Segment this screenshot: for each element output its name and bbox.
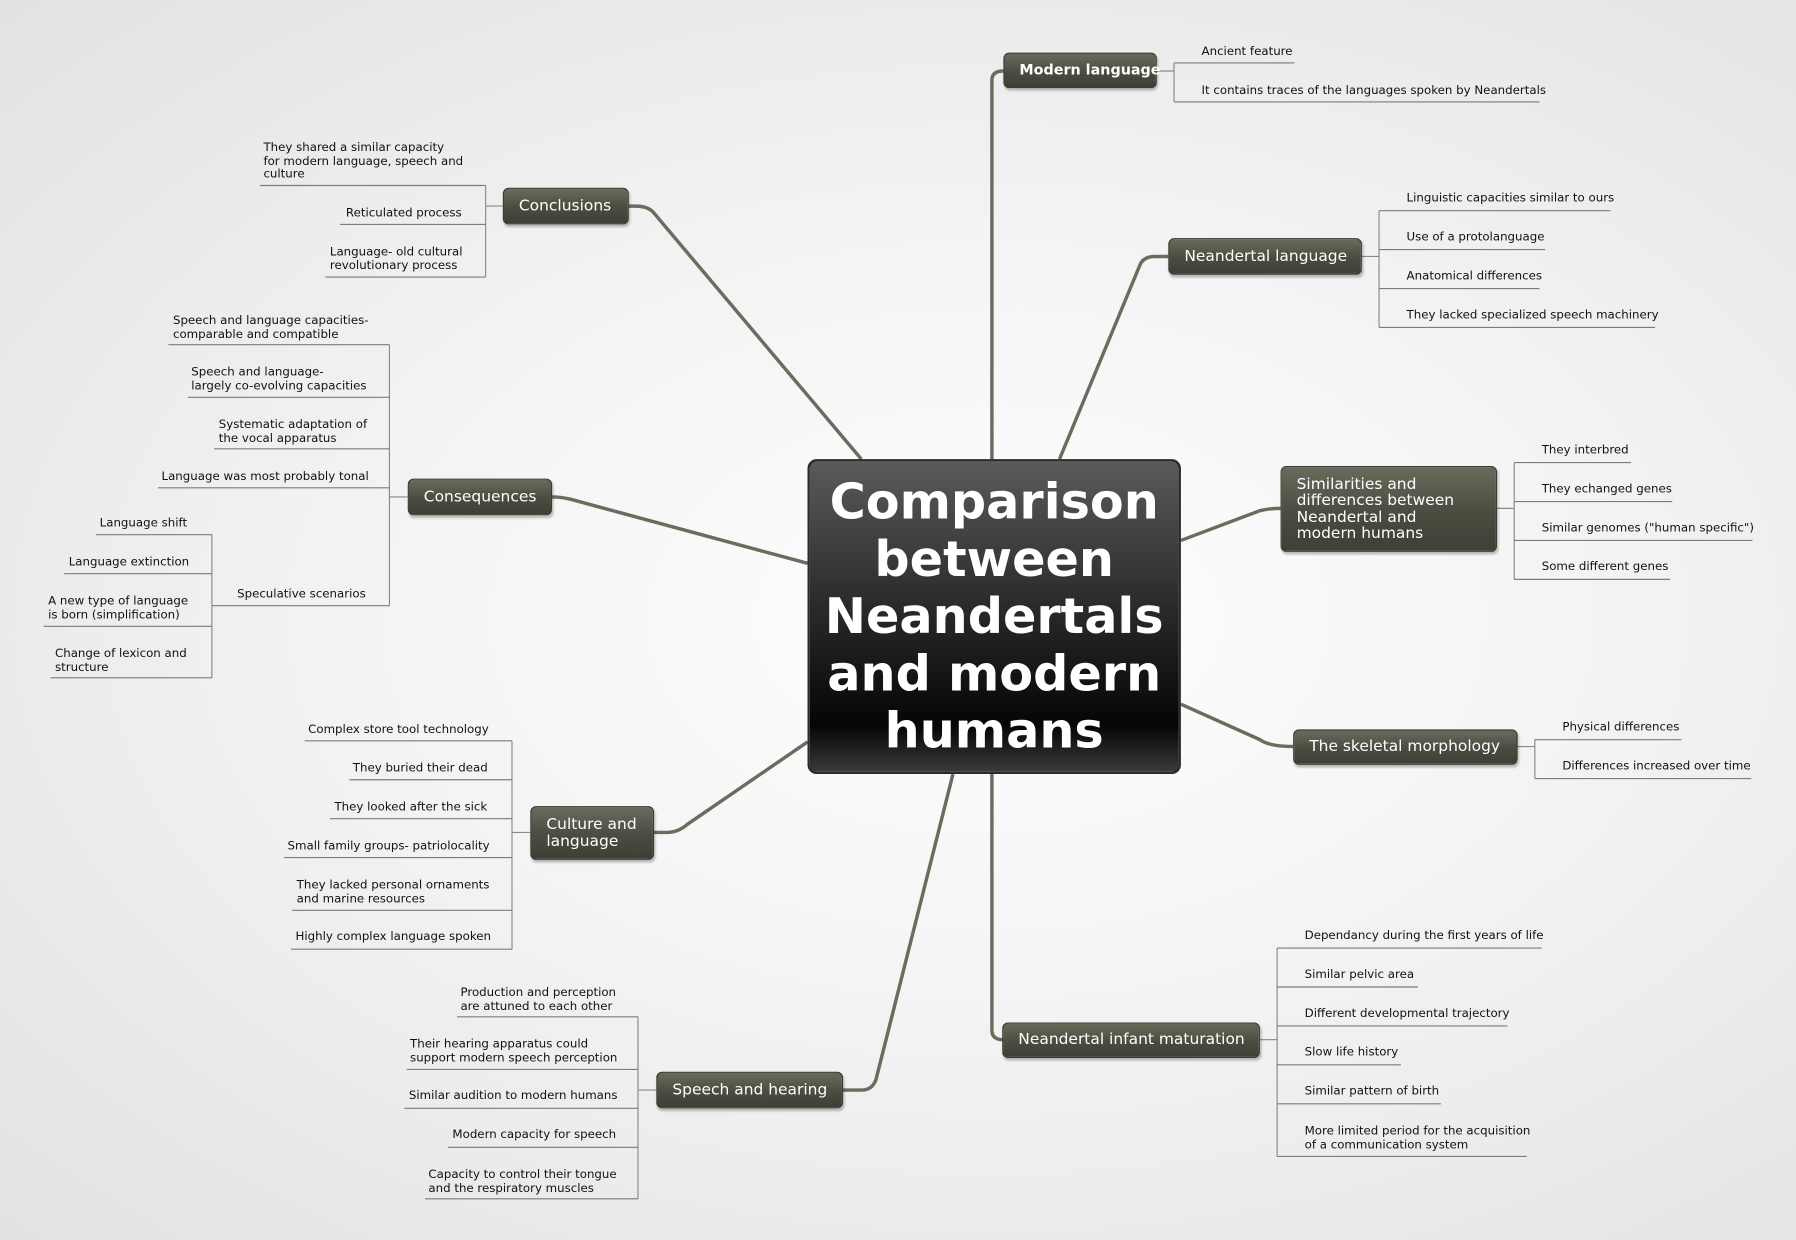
leaf-item: Similar pattern of birth — [1304, 1084, 1440, 1099]
leaf-item: Modern capacity for speech — [452, 1127, 617, 1142]
topic-similarities-differences[interactable]: Similarities and differences between Nea… — [1280, 466, 1498, 552]
leaf-item: A new type of language is born (simplifi… — [48, 594, 189, 622]
central-topic[interactable]: Comparison between Neandertals and moder… — [807, 459, 1181, 775]
leaf-item: Use of a protolanguage — [1406, 230, 1545, 244]
topic-speech-hearing[interactable]: Speech and hearing — [656, 1071, 844, 1109]
leaf-item: Speech and language- largely co-evolving… — [191, 365, 367, 393]
leaf-item: Language- old cultural revolutionary pro… — [329, 245, 463, 272]
leaf-item: More limited period for the acquisition … — [1304, 1124, 1531, 1152]
leaf-item: Systematic adaptation of the vocal appar… — [218, 417, 368, 445]
leaf-item: Linguistic capacities similar to ours — [1406, 191, 1615, 205]
leaf-item: Production and perception are attuned to… — [460, 985, 617, 1013]
leaf-item: Ancient feature — [1201, 44, 1293, 59]
topic-infant-maturation[interactable]: Neandertal infant maturation — [1002, 1022, 1260, 1058]
topic-consequences[interactable]: Consequences — [407, 478, 553, 516]
topic-conclusions[interactable]: Conclusions — [502, 187, 629, 225]
leaf-item: Differences increased over time — [1562, 759, 1751, 773]
leaf-item: Some different genes — [1541, 559, 1669, 574]
leaf-item: Speech and language capacities- comparab… — [172, 313, 369, 341]
topic-culture-language[interactable]: Culture and language — [530, 806, 655, 860]
leaf-item: They lacked specialized speech machinery — [1406, 308, 1659, 322]
leaf-item: They shared a similar capacity for moder… — [263, 140, 464, 181]
leaf-item: Language shift — [99, 516, 188, 531]
leaf-item: Slow life history — [1304, 1045, 1399, 1060]
leaf-item: Change of lexicon and structure — [54, 646, 187, 674]
leaf-item: Dependancy during the first years of lif… — [1304, 928, 1544, 943]
leaf-item: It contains traces of the languages spok… — [1201, 83, 1547, 98]
topic-skeletal-morphology[interactable]: The skeletal morphology — [1293, 729, 1518, 765]
leaf-item: Similar audition to modern humans — [408, 1088, 618, 1103]
leaf-item: Small family groups- patriolocality — [287, 839, 490, 854]
leaf-item: They buried their dead — [352, 761, 488, 776]
leaf-item: Capacity to control their tongue and the… — [428, 1167, 617, 1195]
leaf-item: Anatomical differences — [1406, 269, 1543, 283]
leaf-item: Language extinction — [68, 555, 190, 570]
leaf-item: Physical differences — [1562, 720, 1680, 734]
topic-neandertal-language[interactable]: Neandertal language — [1168, 238, 1362, 275]
leaf-item: Their hearing apparatus could support mo… — [410, 1037, 618, 1065]
leaf-item: They lacked personal ornaments and marin… — [296, 878, 490, 906]
leaf-item: Highly complex language spoken — [295, 929, 492, 944]
leaf-item: Language was most probably tonal — [161, 469, 369, 484]
leaf-item: Speculative scenarios — [237, 587, 366, 602]
leaf-item: Complex store tool technology — [308, 722, 489, 737]
leaf-item: Reticulated process — [345, 206, 462, 220]
leaf-item: They interbred — [1541, 443, 1629, 457]
leaf-item: Similar pelvic area — [1304, 967, 1415, 982]
leaf-item: Similar genomes ("human specific") — [1541, 520, 1754, 535]
leaf-item: Different developmental trajectory — [1304, 1006, 1510, 1021]
topic-modern-language[interactable]: Modern language — [1003, 52, 1161, 89]
leaf-item: They looked after the sick — [334, 800, 488, 815]
leaf-item: They echanged genes — [1541, 482, 1672, 496]
